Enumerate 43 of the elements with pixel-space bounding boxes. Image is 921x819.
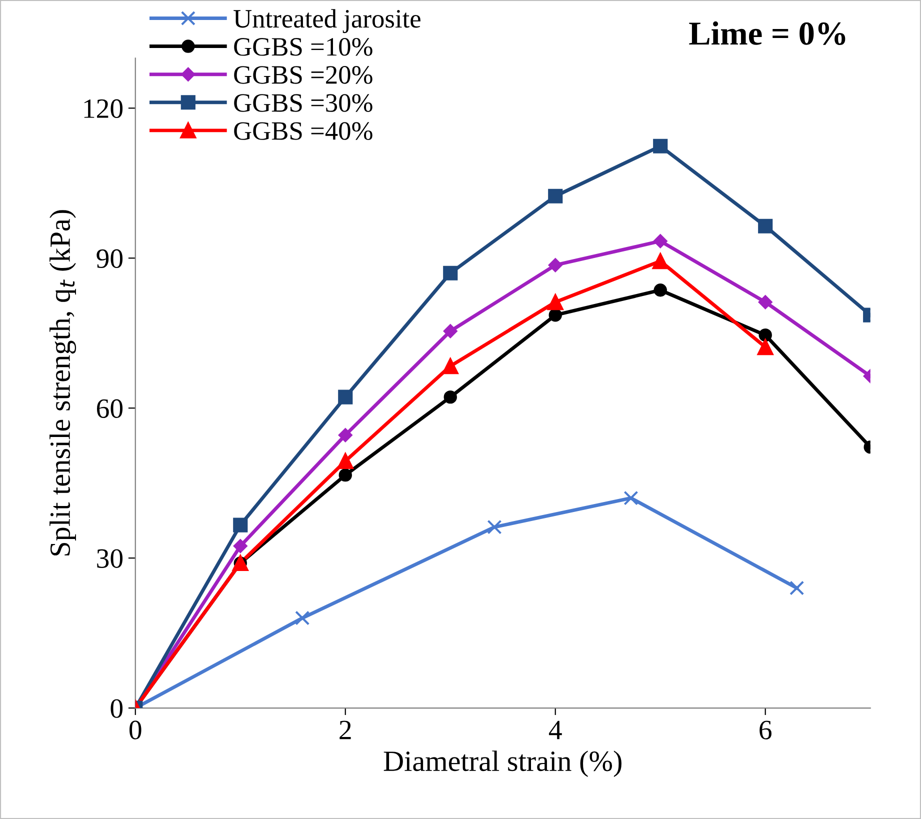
x-axis-title: Diametral strain (%) [384, 750, 622, 778]
legend-label: GGBS =10% [234, 38, 372, 56]
point [757, 339, 774, 356]
y-tick-label: 120 [84, 99, 123, 118]
point [547, 294, 564, 310]
x-tick-label: 0 [130, 720, 142, 740]
point [790, 580, 804, 596]
legend-label: GGBS =30% [234, 94, 372, 112]
y-tick-label: 90 [96, 249, 123, 268]
point [233, 539, 248, 553]
point [337, 453, 354, 470]
point [548, 188, 563, 204]
point [758, 218, 773, 234]
point [338, 390, 353, 404]
x-tick-label: 4 [548, 720, 562, 740]
point [758, 328, 772, 342]
legend-label: GGBS =20% [234, 66, 372, 84]
legend-label: GGBS =40% [234, 122, 372, 140]
y-tick-label: 0 [110, 699, 123, 718]
point [338, 468, 352, 482]
legend-label: Untreated jarosite [234, 9, 420, 34]
point [548, 308, 562, 322]
point [338, 428, 352, 442]
point [624, 490, 638, 506]
point [442, 358, 458, 374]
point [443, 266, 458, 280]
point [548, 258, 562, 272]
point [233, 518, 248, 532]
point [758, 295, 772, 310]
point [653, 138, 668, 154]
point [487, 520, 502, 534]
point [444, 390, 457, 404]
y-tick-label: 60 [96, 399, 123, 418]
y-axis-title: Split tensile strength, q$_{t}$ (kPa) [50, 210, 76, 556]
point [654, 284, 667, 297]
point [443, 324, 458, 338]
point [295, 610, 310, 626]
text: Lime = 0% [689, 21, 846, 45]
point [652, 253, 668, 270]
point [653, 234, 668, 248]
x-tick-label: 6 [760, 720, 772, 740]
y-tick-label: 30 [97, 549, 123, 568]
x-tick-label: 2 [340, 720, 351, 740]
